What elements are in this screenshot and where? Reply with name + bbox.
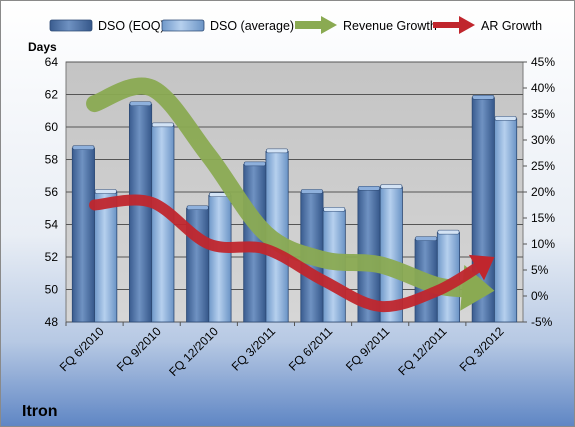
y-axis-right: -5% 0% 5% 10% 15% 20% 25% 30% 35% 40% 45% bbox=[523, 55, 555, 329]
legend-swatch-dso-average bbox=[161, 19, 205, 32]
bar-cap bbox=[266, 148, 289, 154]
bar-cap bbox=[494, 116, 517, 121]
bar-cap bbox=[437, 229, 460, 235]
y2-tick-label: 35% bbox=[531, 107, 555, 121]
bar-cap bbox=[186, 205, 209, 211]
y2-tick-label: 20% bbox=[531, 185, 555, 199]
bar-cap bbox=[358, 185, 380, 191]
y2-tick-label: -5% bbox=[531, 315, 553, 329]
y2-tick-label: 10% bbox=[531, 237, 555, 251]
bar-dso-average bbox=[208, 194, 232, 323]
arrowhead-ar-growth bbox=[468, 254, 495, 281]
chart-title: Itron bbox=[22, 403, 58, 420]
bar-cap bbox=[94, 189, 117, 194]
y2-tick-label: 15% bbox=[531, 211, 555, 225]
bar-cap bbox=[129, 101, 152, 107]
y2-tick-label: 0% bbox=[531, 289, 549, 303]
bar-cap bbox=[323, 207, 346, 212]
bar-cap bbox=[300, 189, 323, 194]
y-tick-label: 62 bbox=[45, 88, 59, 102]
bar-dso-average bbox=[94, 191, 118, 323]
line-ar-growth bbox=[89, 194, 490, 313]
y-axis-left: 48 50 52 54 56 58 60 62 64 bbox=[45, 55, 59, 329]
bar-dso-average bbox=[151, 124, 175, 323]
bar-cap bbox=[151, 122, 174, 128]
y2-tick-label: 40% bbox=[531, 81, 555, 95]
bar-cap bbox=[415, 236, 438, 241]
legend-swatch-dso-eoq bbox=[49, 19, 93, 32]
y-tick-label: 48 bbox=[45, 315, 59, 329]
line-revenue-growth bbox=[86, 77, 485, 298]
bar-cap bbox=[243, 161, 266, 167]
y-tick-label: 64 bbox=[45, 55, 59, 69]
legend-label-dso-average: DSO (average) bbox=[210, 19, 294, 33]
bar-cap bbox=[380, 184, 403, 189]
y-tick-label: 60 bbox=[45, 120, 59, 134]
lines-layer bbox=[86, 77, 495, 313]
y-axis-title: Days bbox=[28, 40, 57, 54]
y-tick-label: 52 bbox=[45, 250, 59, 264]
y-tick-label: 58 bbox=[45, 153, 59, 167]
y-tick-label: 54 bbox=[45, 218, 59, 232]
y-tick-label: 50 bbox=[45, 283, 59, 297]
bar-dso-eoq bbox=[129, 103, 153, 323]
legend-arrow-revenue-growth bbox=[321, 16, 337, 34]
y2-tick-label: 30% bbox=[531, 133, 555, 147]
bar-cap bbox=[472, 94, 495, 100]
y2-tick-label: 5% bbox=[531, 263, 549, 277]
bar-dso-eoq bbox=[71, 147, 95, 323]
legend-label-revenue-growth: Revenue Growth bbox=[343, 19, 437, 33]
y2-tick-label: 45% bbox=[531, 55, 555, 69]
y2-tick-label: 25% bbox=[531, 159, 555, 173]
y-tick-label: 56 bbox=[45, 185, 59, 199]
bar-dso-average bbox=[494, 118, 518, 323]
legend-label-ar-growth: AR Growth bbox=[481, 19, 542, 33]
bar-cap bbox=[72, 145, 95, 150]
legend-label-dso-eoq: DSO (EOQ) bbox=[98, 19, 165, 33]
legend: DSO (EOQ) DSO (average) Revenue Growth AR G… bbox=[49, 16, 542, 34]
legend-arrow-ar-growth bbox=[459, 16, 475, 34]
